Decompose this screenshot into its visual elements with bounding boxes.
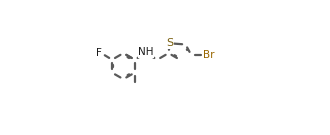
Text: Br: Br <box>203 50 214 60</box>
Text: F: F <box>96 48 102 58</box>
Text: S: S <box>166 38 173 48</box>
Text: NH: NH <box>138 47 154 57</box>
